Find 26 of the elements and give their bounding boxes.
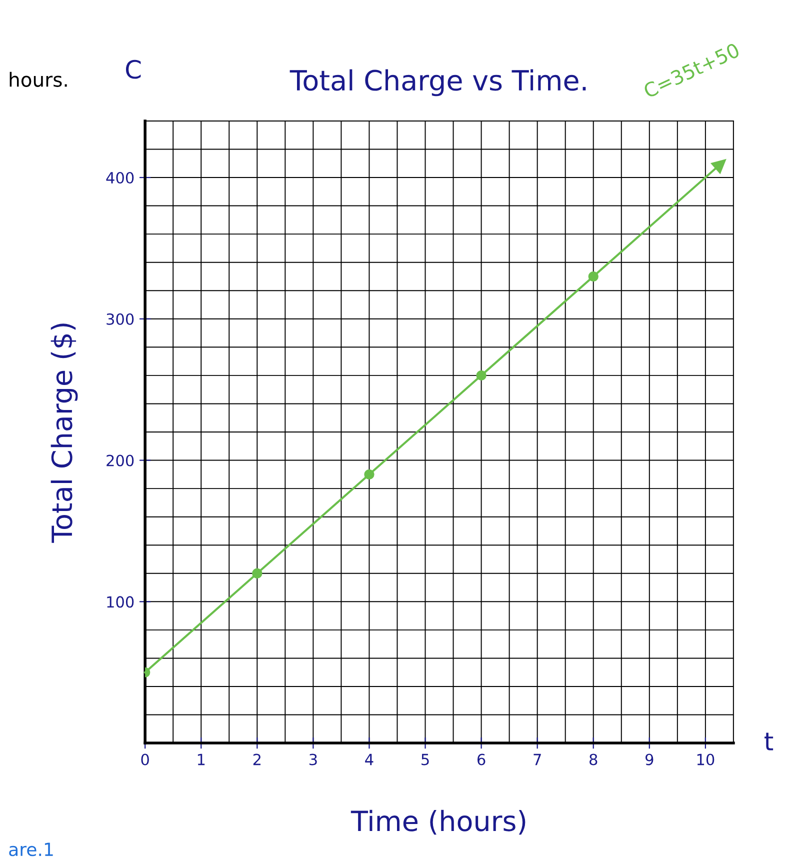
x-tick-label: 7	[534, 754, 541, 766]
point	[364, 469, 374, 480]
text: are.1	[9, 842, 53, 856]
x-tick-label: 10	[697, 754, 714, 766]
point	[476, 370, 486, 381]
y-axis-title: Total Charge ($)	[50, 324, 78, 543]
y-tick-label: 200	[106, 454, 134, 466]
x-tick-label: 6	[478, 754, 486, 766]
point	[252, 568, 262, 578]
y-tick-label: 300	[106, 313, 134, 325]
y-tick-label: 400	[106, 172, 134, 184]
x-tick-label: 9	[646, 754, 654, 766]
x-tick-label: 4	[365, 754, 374, 766]
text: hours.	[10, 72, 67, 87]
y-tick-label: 100	[107, 596, 134, 608]
x-tick-label: 3	[309, 754, 317, 766]
x-axis-title: Time (hours)	[350, 810, 526, 835]
x-tick-label: 0	[141, 754, 149, 766]
x-tick-label: 1	[198, 754, 205, 766]
x-tick-label: 5	[422, 754, 429, 766]
text: t	[764, 732, 774, 750]
text: C	[126, 60, 141, 79]
chart-title: Total Charge vs Time.	[290, 69, 586, 96]
x-tick-label: 8	[590, 754, 598, 766]
x-tick-label: 2	[253, 754, 260, 766]
point	[588, 271, 598, 282]
